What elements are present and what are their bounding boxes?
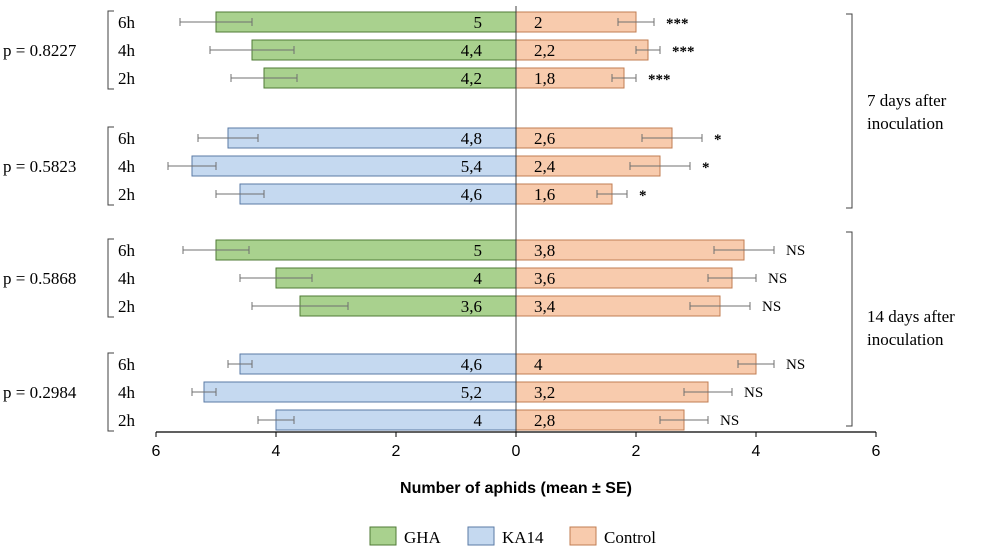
time-label: 4h: [118, 157, 136, 176]
significance-label: *: [639, 188, 647, 204]
significance-label: NS: [786, 243, 805, 259]
group-bracket: [107, 10, 114, 90]
significance-label: *: [702, 160, 710, 176]
treatment-value-label: 4,4: [461, 41, 483, 60]
time-label: 6h: [118, 355, 136, 374]
control-bar: [515, 67, 625, 89]
p-value-label: p = 0.5823: [3, 157, 76, 176]
treatment-value-label: 5,2: [461, 383, 482, 402]
significance-label: NS: [744, 385, 763, 401]
treatment-value-label: 4,2: [461, 69, 482, 88]
control-value-label: 4: [534, 355, 543, 374]
time-label: 6h: [118, 129, 136, 148]
treatment-value-label: 3,6: [461, 297, 482, 316]
treatment-value-label: 5: [474, 13, 483, 32]
group-bracket: [107, 238, 114, 318]
significance-label: *: [714, 132, 722, 148]
control-value-label: 2,8: [534, 411, 555, 430]
treatment-value-label: 5: [474, 241, 483, 260]
treatment-value-label: 4: [474, 411, 483, 430]
period-label: inoculation: [867, 114, 944, 133]
labels-layer: 5 2 ***6h4,4 2,2 ***4h4,2 1,8 ***2hp = 0.82274…: [3, 10, 805, 432]
legend-label: KA14: [502, 528, 544, 547]
treatment-value-label: 5,4: [461, 157, 483, 176]
bars-layer: [167, 11, 775, 431]
control-value-label: 2,2: [534, 41, 555, 60]
treatment-value-label: 4,6: [461, 185, 482, 204]
control-value-label: 3,2: [534, 383, 555, 402]
time-label: 2h: [118, 69, 136, 88]
period-bracket: [846, 231, 853, 427]
significance-label: NS: [768, 271, 787, 287]
x-tick-label: 4: [752, 443, 761, 460]
legend-swatch: [369, 526, 397, 546]
period-label: 14 days after: [867, 307, 955, 326]
legend: GHA KA14 Control: [369, 526, 656, 547]
time-label: 2h: [118, 185, 136, 204]
p-value-label: p = 0.8227: [3, 41, 77, 60]
group-bracket: [107, 352, 114, 432]
x-tick-label: 0: [512, 443, 521, 460]
control-value-label: 3,6: [534, 269, 555, 288]
x-axis-title: Number of aphids (mean ± SE): [400, 480, 632, 497]
significance-label: ***: [672, 44, 695, 60]
time-label: 4h: [118, 41, 136, 60]
p-value-label: p = 0.5868: [3, 269, 76, 288]
x-axis: 6 4 2 0 2 4 6: [152, 431, 881, 460]
control-value-label: 2: [534, 13, 543, 32]
period-brackets: 7 days after inoculation 14 days after inoc…: [846, 13, 955, 427]
control-value-label: 1,6: [534, 185, 555, 204]
period-label: 7 days after: [867, 91, 947, 110]
significance-label: NS: [762, 299, 781, 315]
control-value-label: 1,8: [534, 69, 555, 88]
treatment-value-label: 4,8: [461, 129, 482, 148]
legend-swatch: [467, 526, 495, 546]
control-value-label: 2,4: [534, 157, 556, 176]
significance-label: NS: [720, 413, 739, 429]
x-tick-label: 6: [872, 443, 881, 460]
legend-label: Control: [604, 528, 656, 547]
group-bracket: [107, 126, 114, 206]
time-label: 2h: [118, 297, 136, 316]
treatment-bar: [215, 11, 517, 33]
time-label: 6h: [118, 241, 136, 260]
time-label: 6h: [118, 13, 136, 32]
period-bracket: [846, 13, 853, 209]
significance-label: ***: [648, 72, 671, 88]
treatment-value-label: 4,6: [461, 355, 482, 374]
control-value-label: 3,8: [534, 241, 555, 260]
significance-label: ***: [666, 16, 689, 32]
control-bar: [515, 353, 757, 375]
x-tick-label: 6: [152, 443, 161, 460]
period-label: inoculation: [867, 330, 944, 349]
legend-label: GHA: [404, 528, 442, 547]
time-label: 4h: [118, 269, 136, 288]
p-value-label: p = 0.2984: [3, 383, 77, 402]
x-tick-label: 4: [272, 443, 281, 460]
x-tick-label: 2: [632, 443, 641, 460]
legend-swatch: [569, 526, 597, 546]
treatment-bar: [215, 239, 517, 261]
control-value-label: 2,6: [534, 129, 555, 148]
time-label: 2h: [118, 411, 136, 430]
significance-label: NS: [786, 357, 805, 373]
time-label: 4h: [118, 383, 136, 402]
control-value-label: 3,4: [534, 297, 556, 316]
x-tick-label: 2: [392, 443, 401, 460]
treatment-value-label: 4: [474, 269, 483, 288]
